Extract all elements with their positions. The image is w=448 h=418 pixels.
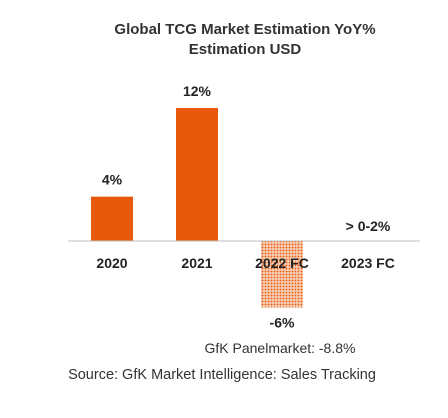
data-label: 12% xyxy=(183,83,212,99)
x-tick-labels: 2020 2021 2022 FC 2023 FC xyxy=(96,255,394,271)
tick-label: 2023 FC xyxy=(341,255,395,271)
tick-label: 2022 FC xyxy=(255,255,309,271)
source-note: Source: GfK Market Intelligence: Sales T… xyxy=(68,367,376,383)
data-label: 4% xyxy=(102,172,123,188)
bar-2022-fc xyxy=(261,241,303,308)
tick-label: 2021 xyxy=(181,255,212,271)
panelmarket-annotation: GfK Panelmarket: -8.8% xyxy=(205,340,356,356)
bar-2020 xyxy=(91,196,133,241)
tick-label: 2020 xyxy=(96,255,127,271)
data-label: > 0-2% xyxy=(346,218,391,234)
data-label: -6% xyxy=(270,315,295,331)
data-labels: 4% 12% -6% > 0-2% xyxy=(102,83,391,331)
bar-2021 xyxy=(176,108,218,241)
chart-title: Global TCG Market Estimation YoY% xyxy=(114,21,375,38)
chart-subtitle: Estimation USD xyxy=(189,41,302,58)
bars-group xyxy=(91,108,303,308)
